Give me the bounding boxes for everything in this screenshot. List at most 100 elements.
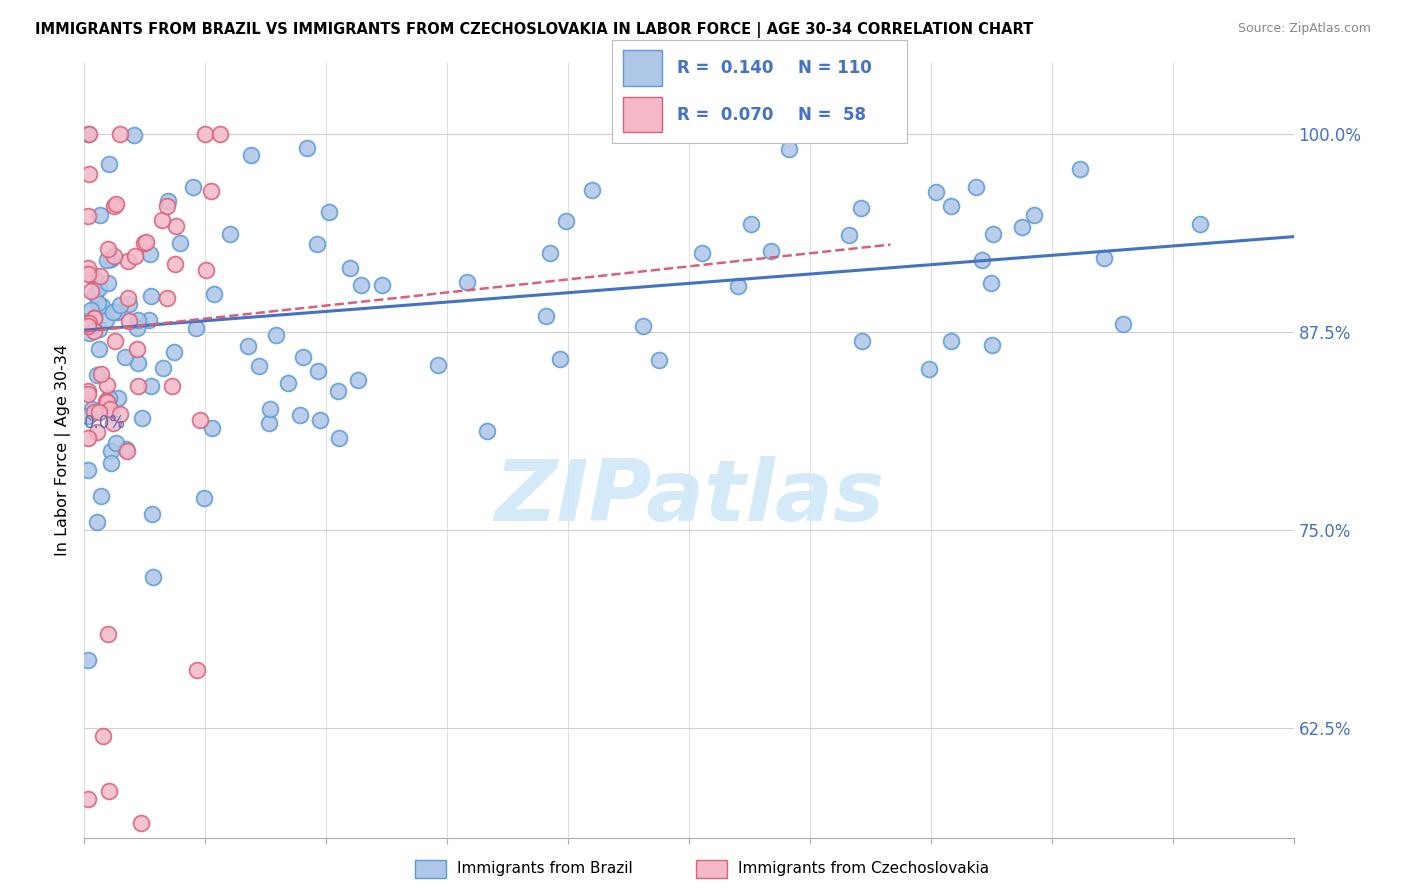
Point bbox=[131, 411, 153, 425]
Point bbox=[288, 408, 311, 422]
Point bbox=[554, 214, 576, 228]
Point bbox=[350, 277, 373, 292]
Point bbox=[152, 360, 174, 375]
Point bbox=[77, 127, 100, 141]
Point bbox=[291, 350, 314, 364]
Point bbox=[1069, 162, 1091, 177]
Point bbox=[77, 384, 100, 398]
Point bbox=[538, 246, 561, 260]
Text: Source: ZipAtlas.com: Source: ZipAtlas.com bbox=[1237, 22, 1371, 36]
Point bbox=[87, 321, 110, 335]
Point bbox=[426, 358, 449, 372]
Text: N = 110: N = 110 bbox=[797, 60, 872, 78]
Point bbox=[727, 279, 749, 293]
Point bbox=[129, 815, 152, 830]
Point bbox=[101, 305, 124, 319]
Point bbox=[208, 127, 231, 141]
Point bbox=[77, 167, 100, 181]
Point bbox=[236, 338, 259, 352]
Point bbox=[155, 291, 177, 305]
Point bbox=[118, 314, 141, 328]
Point bbox=[202, 287, 225, 301]
Point bbox=[86, 515, 108, 529]
Point bbox=[264, 327, 287, 342]
Point bbox=[193, 491, 215, 505]
Point bbox=[89, 281, 111, 295]
Point bbox=[965, 179, 987, 194]
Point bbox=[100, 252, 122, 267]
Point bbox=[77, 318, 100, 333]
Point bbox=[851, 201, 873, 215]
Point bbox=[77, 409, 100, 423]
Point bbox=[91, 729, 114, 743]
Point bbox=[101, 416, 124, 430]
Point bbox=[94, 393, 117, 408]
Point bbox=[247, 359, 270, 373]
Point bbox=[475, 424, 498, 438]
Text: IMMIGRANTS FROM BRAZIL VS IMMIGRANTS FROM CZECHOSLOVAKIA IN LABOR FORCE | AGE 30: IMMIGRANTS FROM BRAZIL VS IMMIGRANTS FRO… bbox=[35, 22, 1033, 38]
Point bbox=[219, 227, 242, 242]
Point bbox=[89, 208, 111, 222]
Point bbox=[104, 334, 127, 348]
Point bbox=[692, 245, 714, 260]
Point bbox=[941, 334, 963, 348]
Text: ZIPatlas: ZIPatlas bbox=[494, 456, 884, 539]
Point bbox=[165, 219, 187, 233]
Point bbox=[186, 663, 208, 677]
Point bbox=[117, 291, 139, 305]
Point bbox=[135, 235, 157, 249]
Point bbox=[239, 147, 262, 161]
Point bbox=[127, 342, 149, 356]
Point bbox=[94, 312, 117, 326]
Point bbox=[96, 378, 118, 392]
Point bbox=[536, 309, 558, 323]
Point bbox=[89, 489, 111, 503]
Point bbox=[83, 405, 105, 419]
Point bbox=[163, 344, 186, 359]
Point bbox=[194, 263, 217, 277]
Point bbox=[277, 376, 299, 390]
Point bbox=[107, 391, 129, 405]
Point bbox=[139, 379, 162, 393]
Point bbox=[103, 199, 125, 213]
Point bbox=[77, 261, 100, 276]
Point bbox=[83, 324, 105, 338]
Point bbox=[80, 302, 103, 317]
Point bbox=[939, 199, 962, 213]
Point bbox=[117, 254, 139, 268]
Point bbox=[740, 217, 762, 231]
Point bbox=[188, 413, 211, 427]
Point bbox=[117, 297, 139, 311]
Point bbox=[107, 305, 129, 319]
Point bbox=[307, 236, 329, 251]
FancyBboxPatch shape bbox=[623, 96, 662, 132]
Point bbox=[918, 361, 941, 376]
Point bbox=[79, 284, 101, 298]
Point bbox=[970, 252, 993, 267]
Point bbox=[77, 431, 100, 445]
Point bbox=[105, 435, 128, 450]
Point bbox=[981, 227, 1004, 242]
Point bbox=[114, 350, 136, 364]
Text: Immigrants from Brazil: Immigrants from Brazil bbox=[457, 862, 633, 876]
Point bbox=[309, 413, 332, 427]
Point bbox=[124, 249, 146, 263]
Point bbox=[84, 287, 107, 301]
FancyBboxPatch shape bbox=[623, 50, 662, 87]
Text: R =  0.140: R = 0.140 bbox=[676, 60, 773, 78]
Point bbox=[837, 228, 859, 243]
Point bbox=[307, 364, 329, 378]
Point bbox=[163, 257, 186, 271]
Point bbox=[122, 128, 145, 143]
Point bbox=[103, 249, 125, 263]
Point bbox=[318, 204, 340, 219]
Text: N =  58: N = 58 bbox=[797, 105, 866, 123]
Point bbox=[80, 401, 103, 416]
Point bbox=[648, 353, 671, 368]
Point bbox=[851, 334, 873, 348]
Point bbox=[259, 402, 281, 417]
Point bbox=[980, 276, 1002, 290]
Point bbox=[77, 127, 100, 141]
Point bbox=[90, 299, 112, 313]
Point bbox=[1092, 251, 1115, 265]
